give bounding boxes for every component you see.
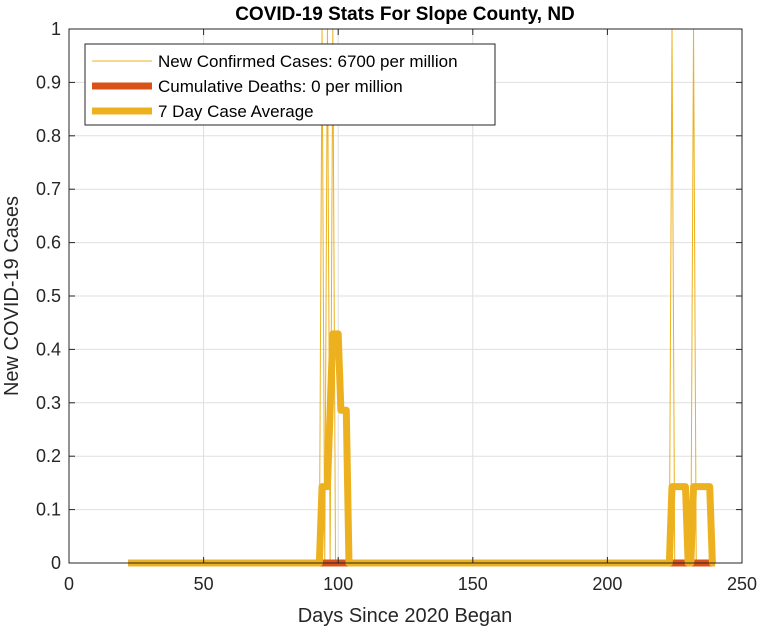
y-tick-label: 0 <box>51 553 61 573</box>
y-tick-label: 0.2 <box>36 446 61 466</box>
y-tick-label: 1 <box>51 19 61 39</box>
y-tick-label: 0.3 <box>36 393 61 413</box>
y-tick-label: 0.4 <box>36 339 61 359</box>
y-tick-label: 0.8 <box>36 126 61 146</box>
legend-label-average: 7 Day Case Average <box>158 102 314 121</box>
y-tick-label: 0.7 <box>36 179 61 199</box>
chart-title: COVID-19 Stats For Slope County, ND <box>235 4 575 25</box>
x-tick-label: 0 <box>64 574 74 594</box>
ticks: 0 50 100 150 200 250 0 0.1 0.2 0.3 0.4 0.5 0.6 0.7 0.8… <box>36 19 757 594</box>
legend-box <box>84 43 496 126</box>
y-tick-label: 0.6 <box>36 233 61 253</box>
legend: New Confirmed Cases: 6700 per million Cu… <box>84 43 496 126</box>
x-tick-label: 150 <box>458 574 488 594</box>
legend-label-deaths: Cumulative Deaths: 0 per million <box>158 77 403 96</box>
y-axis-label: New COVID-19 Cases <box>1 196 23 396</box>
x-tick-label: 100 <box>323 574 353 594</box>
series-7-day-average <box>128 330 716 567</box>
x-tick-label: 200 <box>592 574 622 594</box>
x-tick-label: 250 <box>727 574 757 594</box>
legend-label-new-cases: New Confirmed Cases: 6700 per million <box>158 52 458 71</box>
y-tick-label: 0.1 <box>36 500 61 520</box>
x-tick-label: 50 <box>194 574 214 594</box>
y-tick-label: 0.5 <box>36 286 61 306</box>
x-axis-label: Days Since 2020 Began <box>298 605 513 627</box>
y-tick-label: 0.9 <box>36 72 61 92</box>
